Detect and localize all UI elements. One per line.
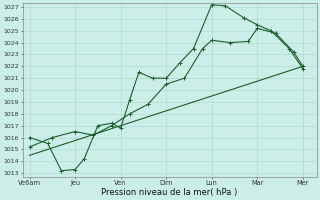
- X-axis label: Pression niveau de la mer( hPa ): Pression niveau de la mer( hPa ): [101, 188, 238, 197]
